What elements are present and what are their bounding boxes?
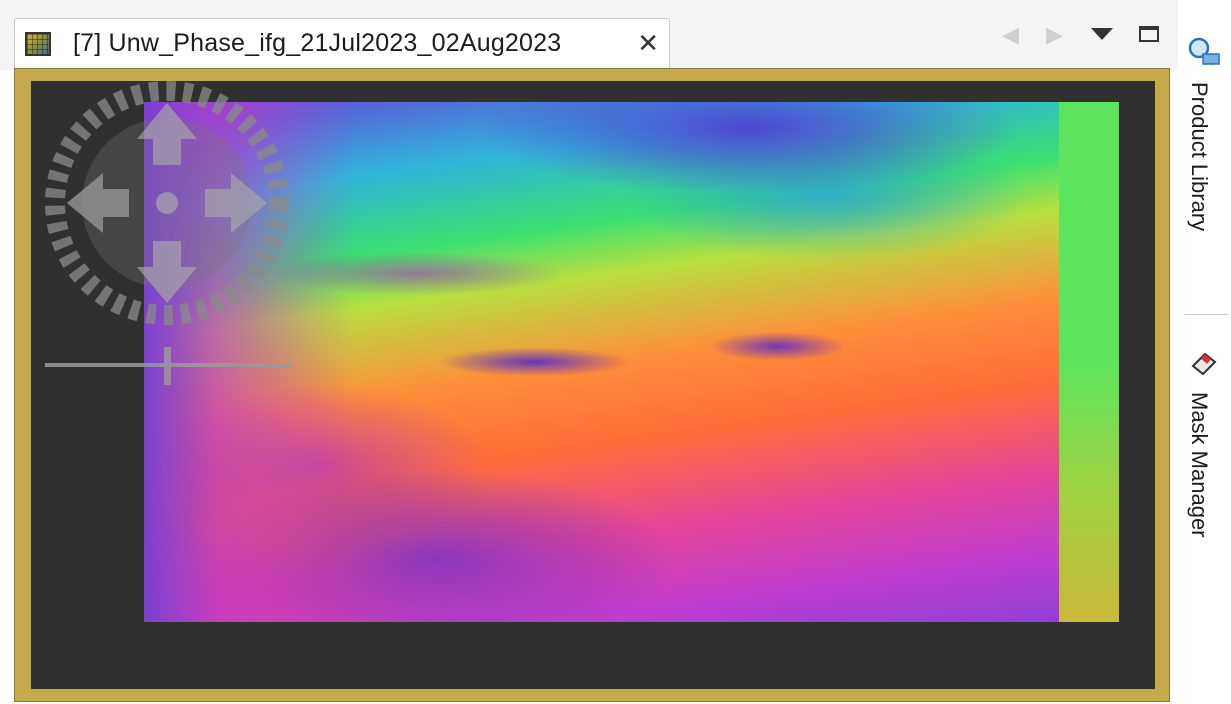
navigation-control[interactable]: [31, 81, 301, 391]
rotation-ring[interactable]: [45, 81, 289, 325]
maximize-icon[interactable]: [1139, 26, 1159, 42]
side-tab-mask-manager[interactable]: Mask Manager: [1187, 392, 1212, 538]
side-panel-divider: [1184, 314, 1228, 315]
image-canvas[interactable]: [31, 81, 1155, 689]
view-menu-icon[interactable]: [1091, 28, 1113, 40]
pan-up-arrow-icon[interactable]: [137, 103, 197, 165]
tab-title: [7] Unw_Phase_ifg_21Jul2023_02Aug2023: [73, 29, 562, 57]
close-icon[interactable]: ✕: [637, 28, 659, 58]
next-view-icon[interactable]: ▶: [1046, 22, 1063, 47]
pan-down-arrow-icon[interactable]: [137, 241, 197, 303]
image-view-frame: [14, 68, 1170, 702]
previous-view-icon[interactable]: ◀: [1002, 22, 1019, 47]
zoom-slider-handle[interactable]: [164, 347, 171, 385]
pan-left-arrow-icon[interactable]: [67, 173, 129, 233]
unwrapped-phase-raster[interactable]: [144, 102, 1119, 622]
side-tab-product-library[interactable]: Product Library: [1187, 82, 1212, 232]
raster-image-icon: [25, 32, 51, 56]
image-view-tab[interactable]: [7] Unw_Phase_ifg_21Jul2023_02Aug2023 ✕: [14, 18, 670, 68]
pan-right-arrow-icon[interactable]: [205, 173, 267, 233]
editor-tab-strip: [7] Unw_Phase_ifg_21Jul2023_02Aug2023 ✕ …: [0, 0, 1178, 70]
pan-center-icon[interactable]: [156, 192, 178, 214]
side-panel: Product Library Mask Manager: [1178, 0, 1231, 704]
mask-manager-icon[interactable]: [1189, 348, 1219, 378]
product-library-icon[interactable]: [1187, 34, 1221, 70]
raster-right-band: [1059, 102, 1119, 622]
